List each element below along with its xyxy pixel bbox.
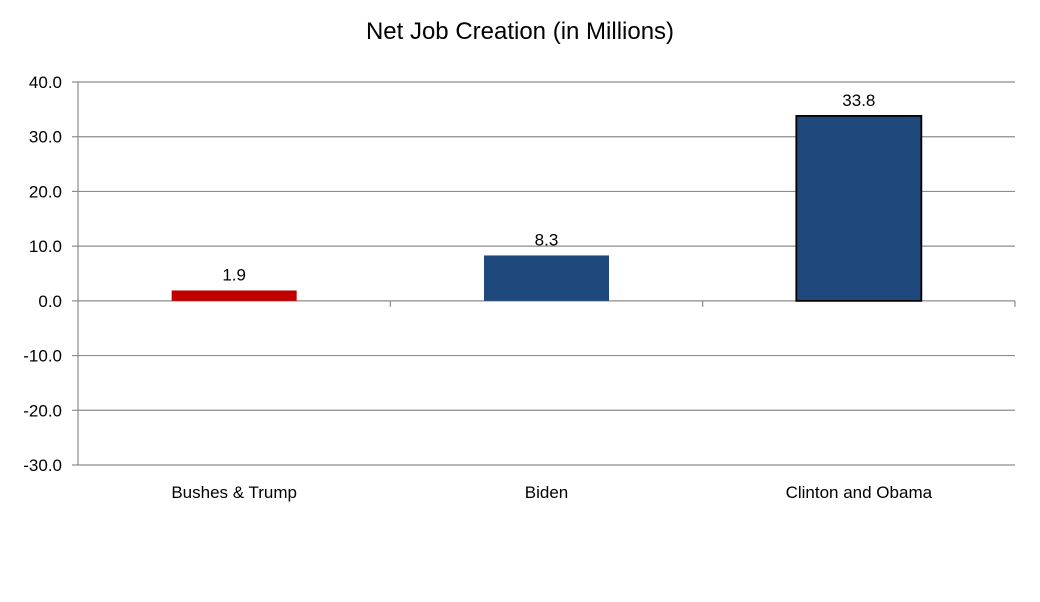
y-tick-label: 30.0 bbox=[29, 128, 62, 147]
category-label: Clinton and Obama bbox=[786, 483, 933, 502]
bar bbox=[795, 115, 923, 302]
data-label: 33.8 bbox=[842, 91, 875, 110]
y-tick-label: -10.0 bbox=[23, 347, 62, 366]
y-tick-label: -20.0 bbox=[23, 401, 62, 420]
bar bbox=[171, 290, 297, 301]
y-tick-label: 40.0 bbox=[29, 73, 62, 92]
bars bbox=[171, 115, 923, 302]
y-tick-label: 10.0 bbox=[29, 237, 62, 256]
bar bbox=[484, 255, 609, 301]
chart-title: Net Job Creation (in Millions) bbox=[366, 18, 674, 45]
category-label: Biden bbox=[525, 483, 568, 502]
y-axis-tick-labels: 40.0 30.0 20.0 10.0 0.0 -10.0 -20.0 -30.0 bbox=[23, 73, 62, 475]
category-label: Bushes & Trump bbox=[171, 483, 297, 502]
data-label: 1.9 bbox=[222, 265, 246, 284]
data-label: 8.3 bbox=[535, 230, 559, 249]
axes bbox=[72, 81, 1016, 466]
y-tick-label: 0.0 bbox=[38, 292, 62, 311]
y-tick-label: -30.0 bbox=[23, 456, 62, 475]
x-axis-category-labels: Bushes & Trump Biden Clinton and Obama bbox=[171, 483, 932, 502]
data-labels: 1.9 8.3 33.8 bbox=[222, 91, 875, 285]
y-tick-label: 20.0 bbox=[29, 182, 62, 201]
